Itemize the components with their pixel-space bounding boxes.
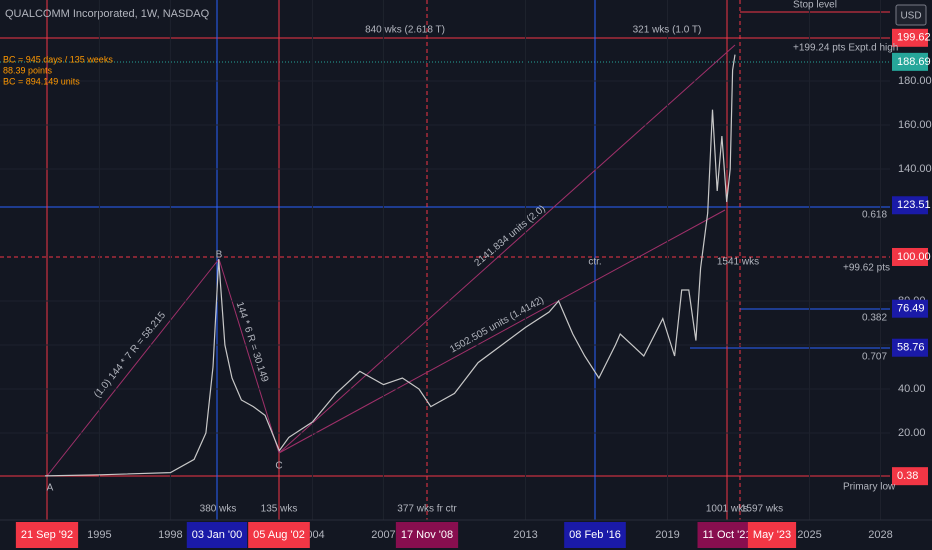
y-tick-label: 40.00 [898, 383, 926, 395]
x-tick-label: 2025 [797, 529, 821, 541]
annotation: 840 wks (2.618 T) [365, 25, 445, 36]
x-tick-label: 1998 [158, 529, 182, 541]
trend-annotation: 1502.505 units (1.4142) [448, 295, 546, 356]
annotation: B [216, 250, 223, 261]
price-level-box [892, 338, 928, 357]
annotation: 321 wks (1.0 T) [633, 25, 702, 36]
price-level-label: 100.00 [897, 251, 931, 263]
price-level-box [892, 52, 928, 71]
date-marker-box [395, 522, 459, 548]
trend-annotation: 144 * 6 R = 30.149 [234, 301, 270, 384]
trend-line [46, 258, 220, 477]
annotation: +199.24 pts Expt.d high [793, 43, 898, 54]
annotation: A [47, 483, 54, 494]
annotation: ctr. [588, 257, 601, 268]
date-marker-label: 21 Sep '92 [21, 529, 73, 541]
x-tick-label: 2013 [513, 529, 537, 541]
price-level-label: 0.38 [897, 470, 918, 482]
annotation: 1597 wks [741, 504, 783, 515]
date-marker-label: 03 Jan '00 [192, 529, 242, 541]
annotation: 1001 wks [706, 504, 748, 515]
date-marker-label: 17 Nov '08 [401, 529, 453, 541]
annotation: 377 wks fr ctr [397, 504, 457, 515]
date-marker-label: 05 Aug '02 [253, 529, 305, 541]
date-marker-label: May '23 [753, 529, 791, 541]
x-tick-label: 2007 [371, 529, 395, 541]
trend-annotation: (1.0) 144 * 7 R = 58.215 [92, 310, 168, 400]
trend-line [218, 258, 280, 454]
price-level-label: 58.76 [897, 342, 925, 354]
price-level-box [892, 28, 928, 47]
annotation: 135 wks [261, 504, 298, 515]
annotation: 0.618 [862, 210, 887, 221]
y-tick-label: 180.00 [898, 75, 932, 87]
date-marker-label: 11 Oct '21 [703, 529, 752, 541]
note: 88.39 points [3, 65, 53, 75]
chart-title: QUALCOMM Incorporated, 1W, NASDAQ [5, 8, 210, 20]
price-level-label: 76.49 [897, 303, 925, 315]
price-level-label: 188.69 [897, 56, 931, 68]
price-line [44, 54, 736, 477]
price-level-label: 199.62 [897, 32, 931, 44]
trend-line [278, 209, 726, 454]
annotation: 0.707 [862, 352, 887, 363]
price-level-box [892, 299, 928, 318]
y-tick-label: 20.00 [898, 427, 926, 439]
x-tick-label: 1995 [87, 529, 111, 541]
currency-box [895, 4, 927, 26]
annotation: Primary low [843, 482, 896, 493]
annotation: +99.62 pts [843, 263, 890, 274]
date-marker-box [186, 522, 248, 548]
date-marker-box [747, 522, 797, 548]
annotation: 380 wks [200, 504, 237, 515]
date-marker-box [15, 522, 79, 548]
trend-annotation: 2141.834 units (2.0) [472, 203, 547, 269]
note: BC = 945 days / 135 weeks [3, 54, 113, 64]
date-marker-box [248, 522, 310, 548]
x-tick-label: 2019 [655, 529, 679, 541]
date-marker-box [564, 522, 626, 548]
date-marker-label: 08 Feb '16 [569, 529, 621, 541]
trend-line [278, 44, 736, 454]
y-tick-label: 160.00 [898, 119, 932, 131]
note: BC = 894.149 units [3, 76, 80, 86]
price-level-box [892, 467, 928, 486]
price-level-label: 123.51 [897, 199, 931, 211]
annotation: Stop level [793, 0, 837, 11]
date-marker-box [697, 522, 757, 548]
price-level-box [892, 247, 928, 266]
price-level-box [892, 196, 928, 215]
annotation: 0.382 [862, 313, 887, 324]
currency: USD [900, 11, 921, 22]
x-tick-label: 2028 [868, 529, 892, 541]
y-tick-label: 140.00 [898, 163, 932, 175]
annotation: C [275, 461, 282, 472]
annotation: 1541 wks [717, 257, 759, 268]
